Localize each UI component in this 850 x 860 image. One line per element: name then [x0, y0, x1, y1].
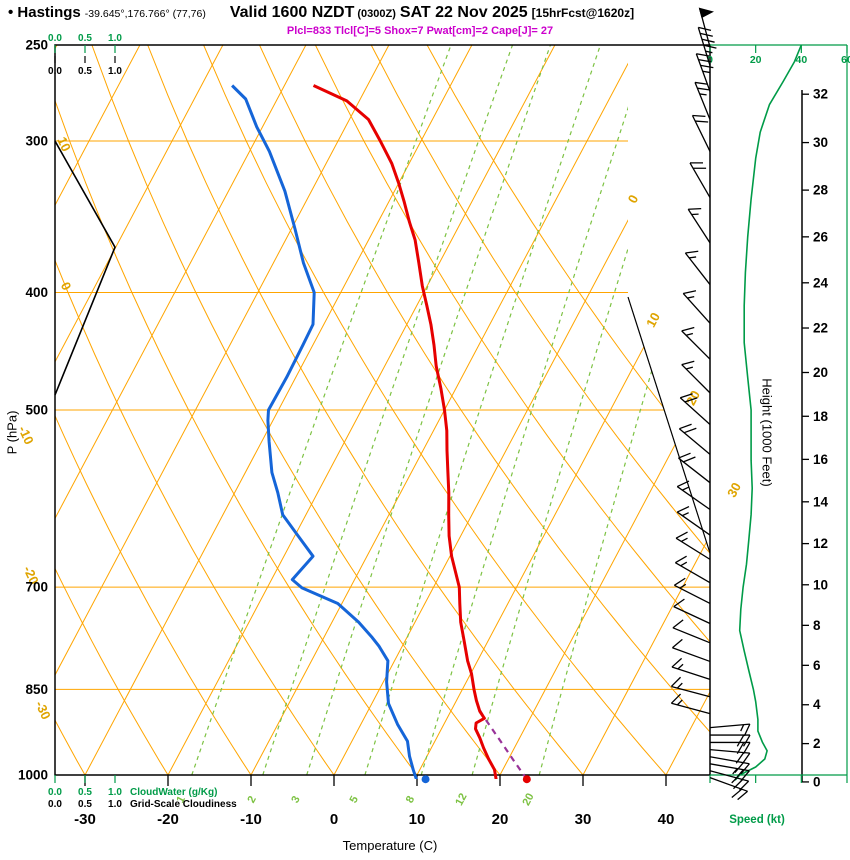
- pressure-tick-labels: 250 300 400 500 700 850 1000: [18, 38, 48, 783]
- svg-text:300: 300: [25, 134, 48, 149]
- background-grid: [55, 45, 710, 775]
- dewpoint-curve: [231, 84, 418, 779]
- svg-text:1.0: 1.0: [108, 33, 122, 44]
- svg-text:1000: 1000: [18, 768, 48, 783]
- mixing-ratio-lines: [191, 45, 710, 775]
- svg-text:700: 700: [25, 580, 48, 595]
- station-coords: -39.645°,176.766° (77,76): [84, 8, 206, 20]
- svg-text:40: 40: [795, 54, 807, 66]
- surface-temp-dot: [522, 775, 531, 784]
- wind-barbs: [670, 7, 751, 801]
- svg-text:-20: -20: [157, 811, 179, 828]
- svg-text:8: 8: [404, 794, 417, 805]
- svg-text:30: 30: [724, 480, 744, 500]
- svg-text:0.0: 0.0: [48, 799, 62, 810]
- svg-text:0: 0: [58, 280, 75, 293]
- plot-frame: [54, 44, 711, 776]
- svg-text:60: 60: [841, 54, 850, 66]
- label-band-cut-line: [627, 296, 711, 554]
- svg-text:250: 250: [25, 38, 48, 53]
- svg-text:18: 18: [813, 409, 829, 424]
- svg-text:0.5: 0.5: [78, 799, 92, 810]
- svg-text:10: 10: [409, 811, 426, 828]
- temperature-axis-title: Temperature (C): [342, 838, 438, 853]
- svg-text:1.0: 1.0: [108, 799, 122, 810]
- svg-text:0.0: 0.0: [48, 787, 62, 798]
- speed-axis-title: Speed (kt): [729, 814, 785, 826]
- svg-text:2: 2: [813, 736, 821, 751]
- valid-date: SAT 22 Nov 2025: [399, 4, 528, 21]
- svg-text:5: 5: [348, 794, 361, 805]
- svg-text:14: 14: [813, 494, 829, 509]
- cloud-scales: 0.00.00.00.00.50.50.50.51.01.01.01.0Clou…: [48, 33, 237, 810]
- svg-text:24: 24: [813, 275, 829, 290]
- svg-text:26: 26: [813, 229, 829, 244]
- forecast-tag: [15hrFcst@1620z]: [531, 6, 635, 20]
- svg-text:1: 1: [174, 794, 187, 805]
- svg-text:4: 4: [813, 697, 821, 712]
- svg-text:30: 30: [575, 811, 592, 828]
- svg-text:0.5: 0.5: [78, 66, 92, 77]
- mixing-ratio-labels: 1 2 3 5 8 12 20: [174, 791, 536, 807]
- cloudwater-legend: CloudWater (g/Kg): [130, 787, 217, 798]
- svg-text:30: 30: [813, 135, 828, 150]
- svg-text:28: 28: [813, 183, 829, 198]
- svg-text:400: 400: [25, 285, 48, 300]
- svg-text:20: 20: [813, 365, 828, 380]
- valid-utc: (0300Z): [357, 8, 396, 20]
- svg-text:-30: -30: [32, 698, 54, 721]
- svg-text:-20: -20: [20, 563, 42, 586]
- svg-text:0: 0: [330, 811, 338, 828]
- svg-text:6: 6: [813, 658, 821, 673]
- wind-speed-curve: [734, 44, 803, 781]
- svg-text:10: 10: [813, 577, 828, 592]
- surface-dewpoint-dot: [421, 775, 430, 784]
- svg-text:10: 10: [643, 310, 663, 330]
- valid-time: Valid 1600 NZDT: [229, 4, 355, 21]
- svg-text:3: 3: [289, 794, 302, 805]
- svg-text:0.5: 0.5: [78, 33, 92, 44]
- svg-text:0: 0: [707, 54, 713, 66]
- svg-text:16: 16: [813, 452, 829, 467]
- svg-text:0: 0: [813, 774, 821, 789]
- svg-text:-10: -10: [15, 423, 37, 446]
- indices-line: Plcl=833 Tlcl[C]=5 Shox=7 Pwat[cm]=2 Cap…: [286, 25, 554, 37]
- cloudiness-curve: [54, 140, 116, 396]
- svg-text:0: 0: [625, 192, 642, 205]
- svg-text:1.0: 1.0: [108, 787, 122, 798]
- svg-text:-10: -10: [240, 811, 262, 828]
- svg-text:850: 850: [25, 682, 48, 697]
- svg-text:0.5: 0.5: [78, 787, 92, 798]
- height-axis-title: Height (1000 Feet): [759, 378, 775, 487]
- svg-text:12: 12: [453, 791, 469, 807]
- svg-text:20: 20: [520, 791, 536, 807]
- svg-text:40: 40: [658, 811, 675, 828]
- svg-text:0.0: 0.0: [48, 33, 62, 44]
- svg-text:-30: -30: [74, 811, 96, 828]
- svg-text:20: 20: [492, 811, 509, 828]
- temperature-curve: [312, 84, 498, 779]
- cloudiness-legend: Grid-Scale Cloudiness: [130, 799, 237, 810]
- svg-text:0.0: 0.0: [48, 66, 62, 77]
- station-name: • Hastings: [8, 4, 81, 21]
- svg-text:1.0: 1.0: [108, 66, 122, 77]
- svg-text:2: 2: [245, 794, 258, 805]
- svg-text:22: 22: [813, 321, 828, 336]
- svg-text:8: 8: [813, 618, 821, 633]
- svg-text:20: 20: [683, 388, 703, 408]
- svg-text:20: 20: [750, 54, 762, 66]
- titlebar: • Hastings -39.645°,176.766° (77,76) Valid…: [8, 4, 848, 22]
- pressure-axis-title: P (hPa): [4, 410, 20, 455]
- svg-text:32: 32: [813, 87, 828, 102]
- svg-text:500: 500: [25, 403, 48, 418]
- svg-text:12: 12: [813, 536, 828, 551]
